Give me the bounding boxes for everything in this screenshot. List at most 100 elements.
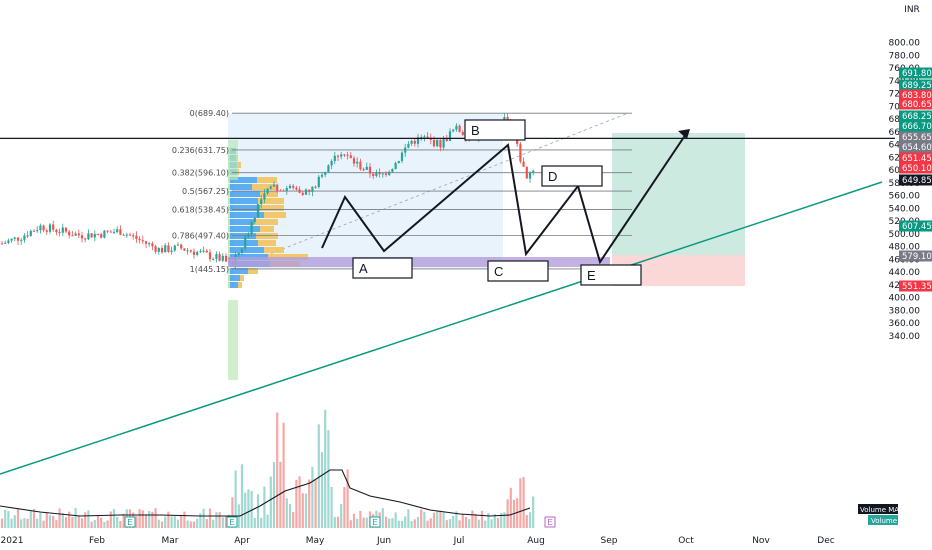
- price-tag-label: 668.25: [902, 112, 932, 122]
- volume-bar: [263, 486, 266, 528]
- volume-bar: [240, 464, 244, 528]
- earnings-marker-label: E: [127, 518, 132, 527]
- price-tag[interactable]: [899, 67, 932, 79]
- price-tag[interactable]: [899, 174, 932, 186]
- volume-bar: [96, 515, 100, 528]
- volume-bar: [208, 508, 212, 528]
- price-tag[interactable]: [899, 120, 932, 132]
- price-tag[interactable]: [899, 220, 932, 232]
- volume-bar: [413, 519, 416, 528]
- volume-bar: [173, 516, 176, 528]
- volume-bar: [279, 461, 282, 528]
- candle-body: [356, 161, 359, 164]
- volume-profile-down-bar: [252, 184, 276, 190]
- time-tick-label: Aug: [527, 536, 545, 546]
- wave-arrowhead: [678, 129, 690, 139]
- volume-profile-down-bar: [258, 240, 276, 246]
- candle-body: [263, 193, 266, 200]
- candle-body: [58, 232, 61, 234]
- candle-body: [314, 186, 317, 188]
- wave-label-box[interactable]: [352, 257, 413, 279]
- candle-body: [506, 116, 509, 120]
- candle-body: [432, 139, 436, 147]
- candle-body: [186, 250, 189, 252]
- volume-profile-down-bar: [260, 205, 284, 211]
- earnings-marker-label: E: [547, 518, 552, 527]
- candle-body: [10, 238, 13, 241]
- volume-bar: [282, 422, 285, 528]
- earnings-marker[interactable]: [226, 516, 238, 528]
- volume-bar: [26, 518, 29, 528]
- volume-bar: [109, 511, 112, 528]
- candle-body: [349, 155, 352, 159]
- price-tag-label: 579.10: [902, 252, 932, 262]
- earnings-marker[interactable]: [369, 516, 381, 528]
- time-tick-label: Oct: [678, 536, 694, 546]
- volume-bar: [269, 476, 272, 528]
- support-zone[interactable]: [228, 257, 610, 267]
- time-axis[interactable]: 2021 Feb Mar Apr May Jun Jul Aug Sep Oct Nov Dec: [1, 536, 835, 546]
- candle-body: [109, 231, 112, 233]
- volume-bar: [122, 513, 125, 528]
- price-axis[interactable]: 340.00360.00380.00400.00420.00440.00460.…: [858, 39, 932, 525]
- candle-body: [192, 251, 196, 255]
- price-tag[interactable]: [899, 89, 932, 101]
- volume-profile-down-bar: [264, 247, 284, 253]
- candle-body: [122, 234, 125, 236]
- position-profit-zone[interactable]: [612, 133, 745, 255]
- wave-label-box[interactable]: [541, 165, 603, 187]
- volume-ma-line: [0, 469, 531, 517]
- candle-body: [112, 232, 116, 234]
- volume-bar: [445, 520, 448, 528]
- volume-profile-up-bar: [230, 268, 248, 274]
- candle-body: [71, 235, 74, 237]
- price-tag[interactable]: [899, 141, 932, 153]
- volume-bar: [0, 518, 4, 528]
- price-tag[interactable]: [899, 152, 932, 164]
- volume-bar: [167, 511, 170, 528]
- volume-bar: [340, 504, 343, 528]
- wave-label-text: C: [494, 264, 503, 279]
- volume-bar: [87, 510, 90, 528]
- volume-bar: [52, 515, 55, 528]
- volume-bar: [397, 520, 400, 528]
- candle-body: [164, 245, 167, 253]
- ascending-trendline[interactable]: [0, 181, 883, 475]
- price-tag[interactable]: [899, 162, 932, 174]
- price-tag[interactable]: [899, 280, 932, 292]
- volume-bar: [346, 469, 349, 528]
- chart-drawings[interactable]: E E E E A B C D E: [0, 119, 895, 528]
- price-tag[interactable]: [899, 98, 932, 110]
- price-tag[interactable]: [899, 131, 932, 143]
- elliott-wave-path[interactable]: [321, 130, 689, 265]
- candle-body: [336, 155, 340, 157]
- candle-body: [202, 250, 205, 252]
- volume-bar: [311, 466, 314, 528]
- price-tag[interactable]: [899, 110, 932, 122]
- price-tag-label: 680.65: [902, 100, 932, 110]
- earnings-marker[interactable]: [544, 516, 556, 528]
- wave-label-box[interactable]: [580, 264, 642, 286]
- earnings-marker-label: E: [372, 518, 377, 527]
- volume-bar: [519, 478, 522, 528]
- volume-profile-up-bar: [230, 247, 264, 253]
- price-tick-label: 560.00: [889, 192, 921, 202]
- wave-label-box[interactable]: [487, 260, 549, 282]
- candle-body: [176, 244, 180, 246]
- price-tag[interactable]: [899, 250, 932, 262]
- candle-body: [36, 230, 39, 232]
- wave-label-box[interactable]: [464, 119, 526, 141]
- volume-bar: [394, 512, 397, 528]
- time-tick-label: Sep: [601, 536, 618, 546]
- volume-profile-up-bar: [230, 282, 238, 288]
- price-tag-label: 666.70: [902, 122, 932, 132]
- candle-body: [368, 166, 372, 174]
- volume-bar: [58, 508, 61, 528]
- earnings-marker[interactable]: [124, 516, 136, 528]
- volume-bar: [333, 517, 336, 528]
- volume-bar: [61, 513, 64, 528]
- volume-profile-up-bar: [230, 219, 254, 225]
- candle-body: [39, 225, 42, 231]
- price-tag[interactable]: [899, 79, 932, 91]
